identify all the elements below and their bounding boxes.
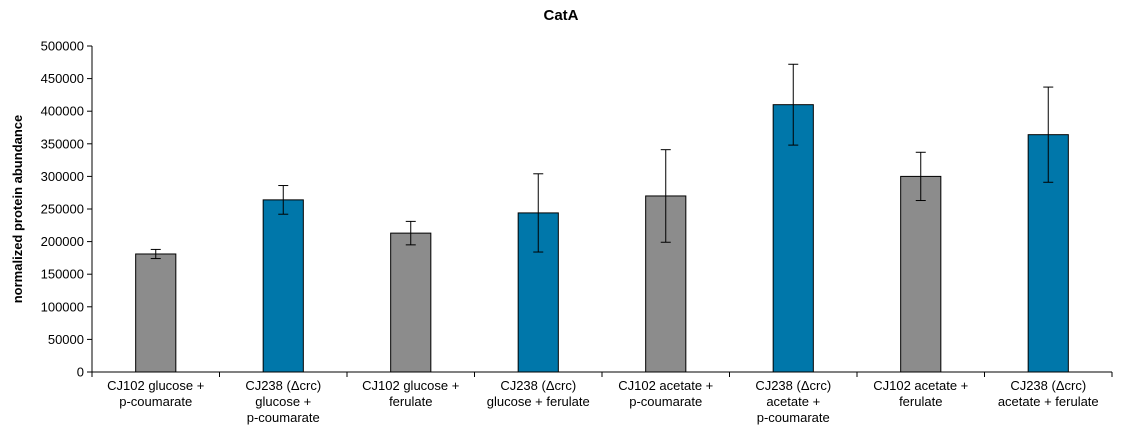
bar <box>390 232 432 373</box>
axes <box>91 46 1113 377</box>
y-tick-label: 100000 <box>41 299 84 314</box>
y-axis-ticks: 0 50000 100000 150000 200000 250000 300000 3500… <box>41 39 92 380</box>
x-tick-label-line: CJ238 (Δcrc) <box>500 378 576 393</box>
x-tick-label-line: CJ238 (Δcrc) <box>1010 378 1086 393</box>
y-tick-label: 300000 <box>41 169 84 184</box>
x-tick-label-line: acetate + <box>766 394 820 409</box>
y-axis-label: normalized protein abundance <box>10 115 25 304</box>
y-tick-label: 200000 <box>41 234 84 249</box>
y-tick-label: 450000 <box>41 71 84 86</box>
x-tick-label-line: CJ238 (Δcrc) <box>245 378 321 393</box>
y-tick-label: 250000 <box>41 202 84 217</box>
bar <box>262 199 304 373</box>
chart-title: CatA <box>543 7 578 24</box>
x-tick-label-line: CJ238 (Δcrc) <box>755 378 831 393</box>
bar <box>900 175 942 373</box>
y-tick-label: 0 <box>77 365 84 380</box>
x-tick-label-line: ferulate <box>899 394 942 409</box>
x-tick-label: CJ102 acetate + p-coumarate <box>618 378 713 409</box>
x-tick-label: CJ102 glucose + ferulate <box>362 378 459 409</box>
x-tick-label-line: CJ102 acetate + <box>618 378 713 393</box>
x-tick-label-line: CJ102 glucose + <box>107 378 204 393</box>
x-tick-label: CJ102 acetate + ferulate <box>873 378 968 409</box>
x-tick-label-line: CJ102 acetate + <box>873 378 968 393</box>
y-tick-label: 400000 <box>41 104 84 119</box>
x-tick-label-line: CJ102 glucose + <box>362 378 459 393</box>
x-tick-label-line: p-coumarate <box>629 394 702 409</box>
y-tick-label: 350000 <box>41 136 84 151</box>
x-tick-label-line: acetate + ferulate <box>998 394 1099 409</box>
x-tick-label: CJ102 glucose + p-coumarate <box>107 378 204 409</box>
y-tick-label: 500000 <box>41 39 84 54</box>
y-tick-label: 50000 <box>48 332 84 347</box>
x-tick-label: CJ238 (Δcrc) acetate + ferulate <box>998 378 1099 409</box>
x-tick-label-line: p-coumarate <box>119 394 192 409</box>
x-tick-label-line: p-coumarate <box>757 410 830 425</box>
x-tick-label-line: glucose + ferulate <box>487 394 590 409</box>
bar <box>135 253 177 373</box>
x-tick-label-line: p-coumarate <box>247 410 320 425</box>
error-bars <box>150 63 1054 260</box>
x-tick-label: CJ238 (Δcrc) glucose + p-coumarate <box>245 378 321 425</box>
x-tick-label: CJ238 (Δcrc) acetate + p-coumarate <box>755 378 831 425</box>
x-tick-label-line: glucose + <box>255 394 311 409</box>
x-tick-label-line: ferulate <box>389 394 432 409</box>
x-tick-label: CJ238 (Δcrc) glucose + ferulate <box>487 378 590 409</box>
bars <box>135 104 1069 373</box>
y-tick-label: 150000 <box>41 267 84 282</box>
bar <box>772 104 814 373</box>
